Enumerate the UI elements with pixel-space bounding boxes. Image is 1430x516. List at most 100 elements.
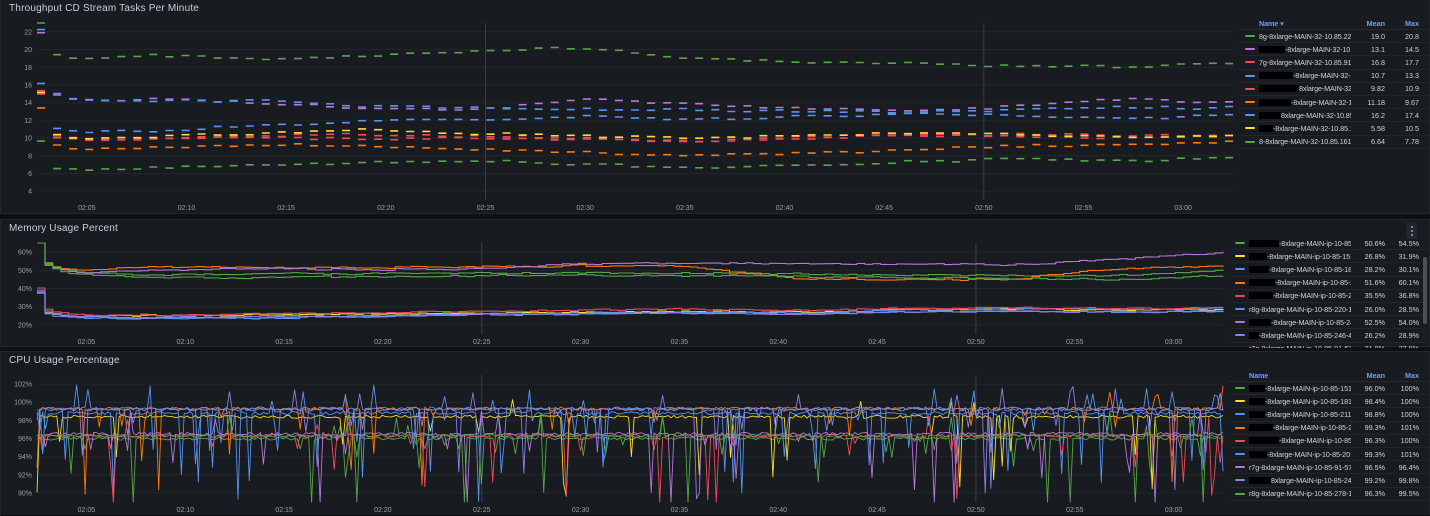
series-line [37,23,1233,68]
redacted-text [1249,279,1275,286]
legend-item[interactable]: -8xlarge-MAIN-ip-10-85-181-9228.2%30.1% [1229,263,1429,276]
series-line [37,33,1233,111]
svg-text:02:30: 02:30 [576,205,594,212]
legend-series-name: 8xlarge-MAIN-32-10.85.214.80 [1259,111,1351,120]
series-color-swatch [1235,255,1245,257]
legend-cpu[interactable]: NameMeanMax-8xlarge-MAIN-ip-10-85-151-34… [1229,369,1429,516]
legend-memory[interactable]: -8xlarge-MAIN-ip-10-85-149-5750.6%54.5%-… [1229,237,1429,348]
legend-item[interactable]: r7g-8xlarge-MAIN-ip-10-85-91-5721.8%27.9… [1229,343,1429,349]
legend-scrollbar[interactable] [1423,251,1427,344]
legend-series-name: -8xlarge-MAIN-ip-10-85-181-92 [1249,397,1351,406]
svg-text:12: 12 [24,118,32,125]
legend-series-name: -8xlarge-MAIN-ip-10-85-211-69 [1249,410,1351,419]
redacted-text [1249,253,1267,260]
svg-text:02:05: 02:05 [78,507,96,514]
series-line [37,290,1223,319]
panel-header-memory: Memory Usage Percent [1,220,1429,237]
legend-item[interactable]: -8xlarge-MAIN-ip-10-85-151-3496.0%100% [1229,382,1429,395]
svg-text:20%: 20% [18,322,32,329]
series-color-swatch [1235,387,1245,389]
legend-col-max[interactable]: Max [1385,19,1419,28]
legend-item[interactable]: 8g-8xlarge-MAIN-32-10.85.220.12919.020.8 [1239,30,1429,43]
svg-text:102%: 102% [14,382,32,389]
legend-max-value: 100% [1385,410,1419,419]
panel-title-memory: Memory Usage Percent [9,223,1429,235]
legend-mean-value: 26.0% [1351,305,1385,314]
legend-mean-value: 50.6% [1351,239,1385,248]
legend-item[interactable]: 8xlarge-MAIN-32-10.85.214.8016.217.4 [1239,109,1429,122]
legend-item[interactable]: -8xlarge-MAIN-32-10.85.201.1710.713.3 [1239,70,1429,83]
svg-text:02:20: 02:20 [374,507,392,514]
legend-item[interactable]: -8xlarge-MAIN-ip-10-85-241-7099.3%101% [1229,422,1429,435]
legend-series-name: -8xlarge-MAIN-ip-10-85-151-34 [1249,384,1351,393]
legend-max-value: 20.8 [1385,32,1419,41]
legend-item[interactable]: -8xlarge-MAIN-ip-10-85-149-5750.6%54.5% [1229,237,1429,250]
legend-mean-value: 96.5% [1351,463,1385,472]
legend-item[interactable]: -8xlarge-MAIN-32-10.85.241.7011.189.67 [1239,96,1429,109]
panel-memory: Memory Usage Percent 60%50%40%30%20%02:0… [0,219,1430,347]
legend-col-mean[interactable]: Mean [1351,19,1385,28]
svg-text:02:10: 02:10 [178,205,196,212]
series-color-swatch [1235,440,1245,442]
redacted-text [1249,424,1273,431]
redacted-text [1249,266,1269,273]
legend-item[interactable]: -8xlarge-MAIN-ip-10-85-241-7052.5%54.0% [1229,316,1429,329]
legend-max-value: 96.4% [1385,463,1419,472]
legend-item[interactable]: -8xlarge-MAIN-ip-10-85-201-1751.6%60.1% [1229,277,1429,290]
legend-mean-value: 99.3% [1351,450,1385,459]
legend-col-max[interactable]: Max [1385,371,1419,380]
legend-max-value: 100% [1385,397,1419,406]
legend-item[interactable]: 8xlarge-MAIN-ip-10-85-246-4299.2%99.8% [1229,474,1429,487]
svg-text:8: 8 [28,153,32,160]
svg-text:02:05: 02:05 [78,339,96,346]
legend-series-name: r7g-8xlarge-MAIN-ip-10-85-91-57 [1249,344,1351,348]
series-color-swatch [1235,400,1245,402]
legend-item[interactable]: -8xlarge-MAIN-ip-10-85-181-9298.4%100% [1229,395,1429,408]
svg-text:22: 22 [24,29,32,36]
legend-series-name: r8g-8xlarge-MAIN-ip-10-85-220-128 [1249,305,1351,314]
redacted-text [1259,99,1291,106]
redacted-text [1249,385,1265,392]
legend-max-value: 28.9% [1385,331,1419,340]
legend-col-name[interactable]: Name ▾ [1259,19,1351,28]
series-color-swatch [1245,114,1255,116]
series-color-swatch [1245,48,1255,50]
legend-item[interactable]: -8xlarge-MAIN-32-10.85.246.4013.114.5 [1239,43,1429,56]
legend-max-value: 101% [1385,423,1419,432]
legend-max-value: 60.1% [1385,278,1419,287]
legend-series-name: -8xlarge-MAIN-ip-10-85-241-70 [1249,423,1351,432]
legend-item[interactable]: -8xlarge-MAIN-ip-10-85-211-6998.8%100% [1229,408,1429,421]
legend-series-name: -8xlarge-MAIN-ip-10-85-149-57 [1249,436,1351,445]
redacted-text [1249,451,1267,458]
legend-item[interactable]: -8xlarge-MAIN-ip-10-85-151-3426.8%31.9% [1229,250,1429,263]
panel-title-throughput: Throughput CD Stream Tasks Per Minute [9,3,1429,15]
legend-scrollbar-thumb[interactable] [1423,257,1427,324]
legend-item[interactable]: -8xlarge-MAIN-ip-10-85-201-1799.3%101% [1229,448,1429,461]
legend-series-name: -8xlarge-MAIN-ip-10-85-201-17 [1249,278,1351,287]
legend-max-value: 99.8% [1385,476,1419,485]
svg-text:20: 20 [24,47,32,54]
legend-mean-value: 10.7 [1351,71,1385,80]
legend-series-name: 8xlarge-MAIN-32-10.85.149.57 [1259,84,1351,93]
legend-col-name[interactable]: Name [1249,371,1351,380]
legend-col-mean[interactable]: Mean [1351,371,1385,380]
legend-mean-value: 16.2 [1351,111,1385,120]
legend-item[interactable]: -8xlarge-MAIN-ip-10-85-214-8535.5%36.8% [1229,290,1429,303]
